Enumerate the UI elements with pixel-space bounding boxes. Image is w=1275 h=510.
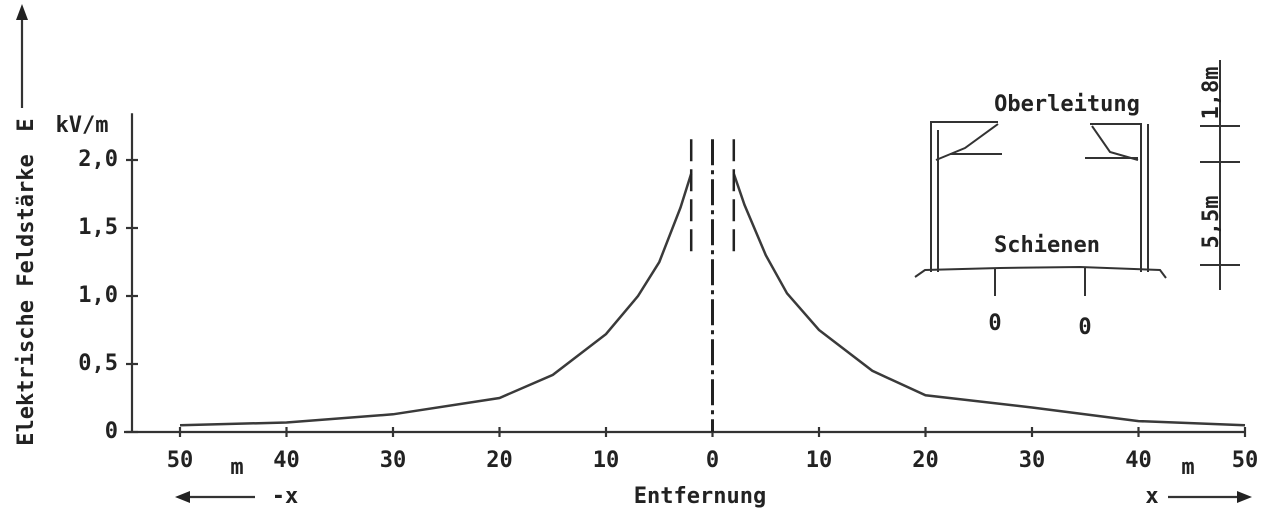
y-axis-label: Elektrische Feldstärke: [14, 154, 39, 445]
height-scale: [1200, 60, 1240, 290]
x-tick-label: 50: [1232, 448, 1259, 473]
inset-label: 0: [1078, 315, 1091, 340]
direction-label: -x: [272, 484, 299, 509]
x-tick-label: 50: [167, 448, 194, 473]
y-tick-label: 0,5: [78, 351, 118, 376]
inset-label: 1,8m: [1199, 67, 1224, 120]
inset: Oberleitung Schienen 0 0 1,8m 5,5m: [914, 60, 1240, 340]
rails-line: [914, 265, 1167, 279]
arrow-head: [16, 4, 28, 20]
x-tick-label: 40: [273, 448, 300, 473]
x-tick-label: 20: [912, 448, 939, 473]
y-tick-label: 0: [105, 419, 118, 444]
x-tick-label: 30: [380, 448, 407, 473]
x-tick-label: 0: [706, 448, 719, 473]
inset-label: 0: [988, 311, 1001, 336]
x-tick-label: 10: [593, 448, 620, 473]
x-unit: m: [230, 455, 243, 480]
x-tick-label: 20: [486, 448, 513, 473]
direction-label: x: [1145, 484, 1158, 509]
arrow-head: [1237, 491, 1252, 503]
y-tick-label: 1,5: [78, 215, 118, 240]
x-tick-label: 30: [1019, 448, 1046, 473]
x-tick-label: 10: [806, 448, 833, 473]
y-tick-label: 1,0: [78, 283, 118, 308]
inset-label: Oberleitung: [994, 92, 1140, 117]
data-line: [179, 173, 1246, 427]
x-axis-label: Entfernung: [634, 484, 766, 509]
arrow-head: [175, 491, 190, 503]
inset-label: 5,5m: [1199, 196, 1224, 249]
inset-label: Schienen: [994, 233, 1100, 258]
y-tick-label: 2,0: [78, 147, 118, 172]
y-symbol: E: [14, 118, 39, 131]
y-unit: kV/m: [56, 113, 109, 138]
pole-left: [930, 121, 1002, 272]
pole-right: [1085, 123, 1149, 272]
x-unit: m: [1181, 455, 1194, 480]
x-tick-label: 40: [1125, 448, 1152, 473]
